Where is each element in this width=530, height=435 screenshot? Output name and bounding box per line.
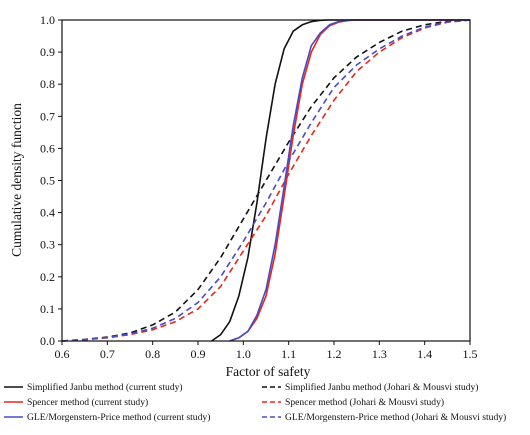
x-tick-label: 1.5 (463, 347, 478, 361)
y-tick-label: 0.7 (40, 109, 55, 123)
series-line-5 (229, 19, 470, 342)
x-tick-label: 1.1 (281, 347, 296, 361)
x-axis-title: Factor of safety (226, 364, 311, 379)
x-tick-label: 1.4 (417, 347, 432, 361)
legend-label: Spencer method (Johari & Mousvi study) (285, 397, 444, 408)
legend-item-1: Simplified Janbu method (current study) (4, 382, 183, 393)
series-line-3 (229, 19, 470, 342)
y-tick-label: 0.6 (40, 141, 55, 155)
series-line-1 (211, 19, 470, 342)
y-tick-label: 0.5 (40, 174, 55, 188)
series-line-4 (62, 19, 470, 342)
y-tick-label: 0.1 (40, 302, 55, 316)
legend-item-2: Simplified Janbu method (Johari & Mousvi… (262, 382, 478, 393)
legend-item-5: GLE/Morgenstern-Price method (current st… (4, 412, 210, 423)
x-tick-label: 1.0 (236, 347, 251, 361)
x-tick-label: 0.8 (145, 347, 160, 361)
y-tick-label: 0.8 (40, 77, 55, 91)
series-line-6 (62, 19, 470, 342)
legend-item-3: Spencer method (current study) (4, 397, 148, 408)
x-tick-label: 1.3 (372, 347, 387, 361)
y-tick-label: 0.9 (40, 45, 55, 59)
x-tick-label: 0.9 (191, 347, 206, 361)
series-line-2 (62, 19, 470, 342)
legend-item-4: Spencer method (Johari & Mousvi study) (262, 397, 444, 408)
x-tick-label: 0.6 (55, 347, 70, 361)
y-tick-label: 0.3 (40, 238, 55, 252)
y-tick-label: 0.0 (40, 334, 55, 348)
y-tick-label: 1.0 (40, 13, 55, 27)
plot-area (62, 19, 470, 342)
legend-label: GLE/Morgenstern-Price method (current st… (27, 412, 210, 423)
legend-label: Simplified Janbu method (current study) (27, 382, 183, 393)
y-axis-title: Cumulative density function (9, 103, 24, 257)
legend-label: GLE/Morgenstern-Price method (Johari & M… (285, 412, 506, 423)
legend-item-6: GLE/Morgenstern-Price method (Johari & M… (262, 412, 506, 423)
legend: Simplified Janbu method (current study) S… (4, 382, 506, 423)
x-tick-label: 0.7 (100, 347, 115, 361)
legend-label: Spencer method (current study) (27, 397, 148, 408)
y-tick-label: 0.2 (40, 270, 55, 284)
y-tick-label: 0.4 (40, 206, 55, 220)
x-tick-label: 1.2 (327, 347, 342, 361)
axes: 0.6 0.7 0.8 0.9 1.0 1.1 1.2 1.3 1.4 1.5 0.0 0.1 0.2 0… (40, 13, 478, 361)
legend-label: Simplified Janbu method (Johari & Mousvi… (285, 382, 478, 393)
